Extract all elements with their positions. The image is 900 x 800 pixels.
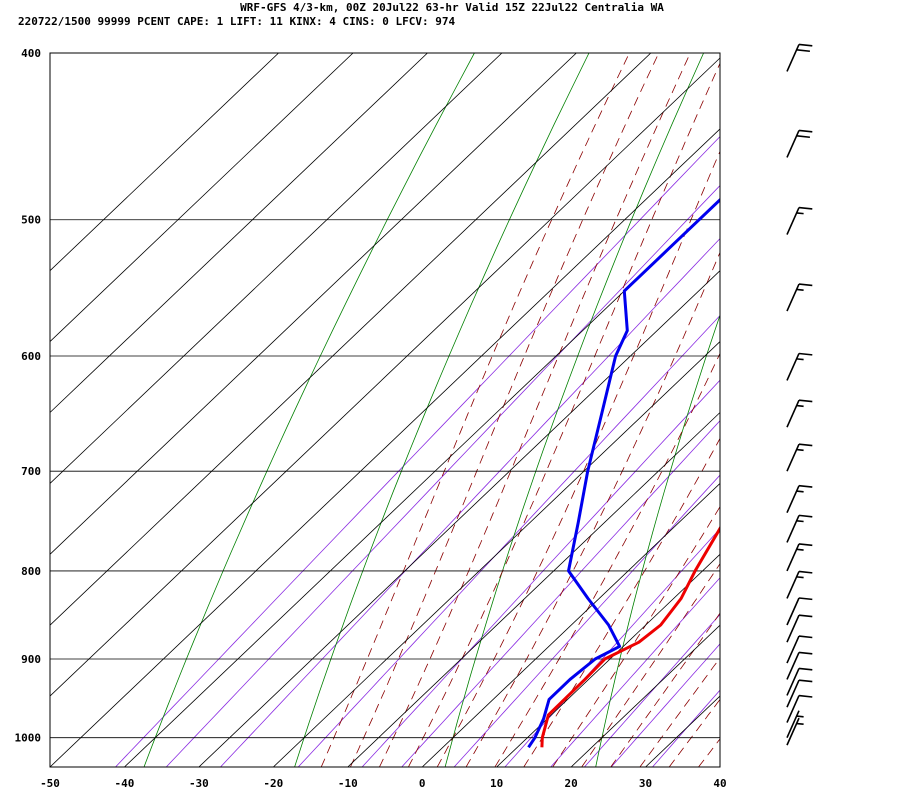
wind-barb (786, 667, 813, 696)
dewpoint-trace (527, 197, 720, 749)
plot-frame (49, 52, 721, 768)
wind-barb (786, 679, 813, 708)
temperature-tick-label: 10 (490, 777, 503, 790)
pressure-tick-label: 700 (21, 465, 41, 478)
wind-barb (786, 614, 813, 643)
mixing-ratio-line (220, 237, 720, 767)
isotherm-line (50, 53, 354, 343)
moist-adiabat (436, 150, 720, 767)
moist-adiabat (698, 738, 720, 767)
isotherm-line (50, 53, 428, 414)
dry-adiabat (143, 53, 475, 767)
isotherm-line (50, 57, 720, 697)
temperature-tick-label: 30 (639, 777, 652, 790)
pressure-tick-label: 600 (21, 350, 41, 363)
isotherm-line (273, 341, 720, 767)
wind-barbs (786, 43, 813, 746)
temperature-tick-label: -20 (263, 777, 283, 790)
mixing-ratio-line (610, 643, 720, 767)
isotherm-line (347, 411, 720, 767)
dry-adiabat (746, 53, 900, 767)
wind-barb (786, 597, 813, 626)
moist-adiabat (523, 437, 720, 767)
moist-adiabat (494, 352, 720, 767)
wind-barb (786, 710, 804, 739)
dry-adiabat (294, 53, 590, 767)
isotherm-line (570, 624, 720, 767)
wind-barb (786, 283, 813, 312)
isotherm-line (50, 53, 577, 555)
isobars (50, 52, 720, 739)
pressure-tick-label: 500 (21, 214, 41, 227)
isotherm-line (50, 53, 652, 626)
sounding-traces (527, 197, 720, 749)
wind-barb (786, 352, 813, 381)
mixing-ratio-line (453, 474, 720, 767)
temperature-tick-label: -10 (338, 777, 358, 790)
wind-barb (786, 443, 813, 472)
header-indices: 220722/1500 99999 PCENT CAPE: 1 LIFT: 11… (18, 15, 455, 28)
wind-barb (786, 570, 813, 599)
header-title: WRF-GFS 4/3-km, 00Z 20Jul22 63-hr Valid … (240, 1, 664, 14)
mixing-ratio-line (165, 184, 720, 767)
pressure-axis: 400 500 600 700 800 900 1000 (15, 47, 42, 745)
wind-barb (786, 694, 813, 723)
moist-adiabat (465, 251, 720, 767)
wind-barb (786, 43, 813, 72)
temperature-tick-label: -50 (40, 777, 60, 790)
wind-barb (786, 484, 813, 514)
moist-adiabat (581, 562, 720, 767)
isotherm-line (124, 199, 720, 767)
dry-adiabat (444, 53, 704, 767)
isotherms (50, 53, 720, 767)
isotherm-line (719, 766, 720, 767)
temperature-tick-label: 0 (419, 777, 426, 790)
mixing-ratio-line (401, 420, 720, 767)
moist-adiabat (639, 657, 720, 767)
dry-adiabat (595, 314, 720, 767)
isotherm-line (50, 128, 720, 767)
temperature-tick-label: -40 (115, 777, 135, 790)
isotherm-line (198, 270, 720, 767)
isotherm-line (50, 53, 279, 272)
wind-barb (786, 717, 804, 746)
isotherm-line (496, 553, 720, 767)
moist-adiabat (668, 698, 720, 767)
mixing-ratio-line (115, 135, 720, 767)
temperature-trace (540, 525, 720, 748)
background-grid (115, 53, 900, 767)
temperature-tick-label: -30 (189, 777, 209, 790)
wind-barb (786, 206, 813, 235)
wind-barb (786, 129, 813, 158)
isotherm-line (50, 53, 503, 484)
wind-barb (786, 399, 813, 428)
mixing-ratio-line (504, 528, 720, 767)
pressure-tick-label: 800 (21, 565, 41, 578)
mixing-ratio-line (652, 689, 720, 767)
wind-barb (786, 651, 813, 680)
mixing-ratio-line (297, 314, 720, 767)
mixing-ratio-line (361, 379, 720, 767)
moist-adiabat (610, 612, 720, 767)
mixing-ratio-line (550, 577, 720, 767)
moist-adiabat (379, 53, 691, 767)
isotherm-line (421, 482, 720, 767)
temperature-tick-label: 40 (713, 777, 726, 790)
temperature-tick-label: 20 (564, 777, 577, 790)
pressure-tick-label: 1000 (15, 732, 42, 745)
moist-adiabat (552, 506, 720, 767)
temperature-axis: -50 -40 -30 -20 -10 0 10 20 30 40 (40, 777, 727, 790)
pressure-tick-label: 400 (21, 47, 41, 60)
wind-barb (786, 514, 813, 543)
wind-barb (786, 635, 813, 664)
wind-barb (786, 543, 813, 572)
moist-adiabat (408, 62, 720, 767)
pressure-tick-label: 900 (21, 653, 41, 666)
